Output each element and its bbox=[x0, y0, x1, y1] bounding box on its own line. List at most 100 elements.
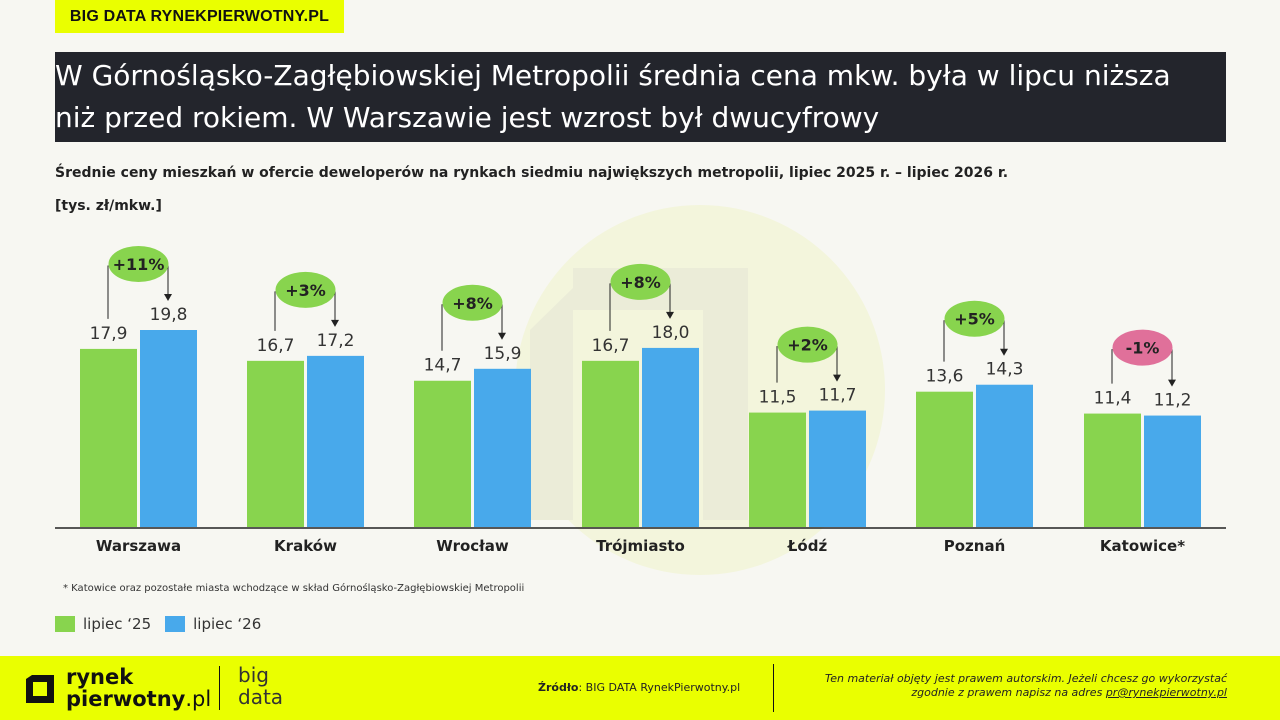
x-tick-label: Kraków bbox=[274, 537, 337, 555]
change-label: +2% bbox=[787, 336, 828, 355]
bar-2026-3 bbox=[642, 347, 699, 527]
bar-2026-5 bbox=[976, 384, 1033, 527]
title-banner bbox=[55, 52, 1226, 142]
copyright-line2: zgodnie z prawem napisz na adres bbox=[911, 686, 1106, 699]
value-label: 16,7 bbox=[592, 336, 630, 356]
page-title: W Górnośląsko-Zagłębiowskiej Metropolii … bbox=[55, 59, 1171, 134]
x-tick-label: Wrocław bbox=[436, 537, 509, 555]
change-bracket-right bbox=[167, 265, 169, 296]
value-label: 13,6 bbox=[926, 367, 964, 387]
change-label: +8% bbox=[620, 273, 661, 292]
x-tick-label: Poznań bbox=[944, 537, 1006, 555]
bar-2026-2 bbox=[474, 368, 531, 527]
value-label: 19,8 bbox=[150, 305, 188, 325]
bar-2025-2 bbox=[414, 380, 471, 527]
value-label: 11,5 bbox=[759, 388, 797, 408]
value-label: 11,2 bbox=[1154, 391, 1192, 411]
value-label: 17,2 bbox=[317, 331, 355, 351]
arrow-head-icon bbox=[164, 294, 172, 301]
value-label: 14,3 bbox=[986, 360, 1024, 380]
bar-2026-1 bbox=[307, 355, 364, 527]
change-bubble bbox=[1112, 329, 1173, 366]
bigdata-line1: big bbox=[238, 663, 269, 687]
arrow-head-icon bbox=[833, 374, 841, 382]
change-bracket-left bbox=[943, 320, 945, 362]
footnote: * Katowice oraz pozostałe miasta wchodzą… bbox=[63, 583, 525, 594]
change-label: +3% bbox=[285, 281, 326, 300]
bar-2025-5 bbox=[916, 391, 973, 527]
change-bubble bbox=[108, 246, 169, 282]
logo-line1: rynek bbox=[66, 665, 134, 689]
change-label: +11% bbox=[113, 255, 165, 274]
chart-subtitle: Średnie ceny mieszkań w ofercie dewelope… bbox=[55, 165, 1009, 181]
change-bracket-right bbox=[836, 346, 838, 377]
arrow-head-icon bbox=[331, 319, 339, 327]
change-bubble bbox=[275, 271, 336, 308]
change-bracket-right bbox=[1171, 349, 1173, 382]
bar-2025-6 bbox=[1084, 413, 1141, 527]
bigdata-line2: data bbox=[238, 685, 284, 709]
change-bubble bbox=[442, 284, 503, 321]
arrow-head-icon bbox=[1168, 379, 1176, 387]
change-label: -1% bbox=[1126, 339, 1160, 358]
copyright-note: Ten materiał objęty jest prawem autorski… bbox=[777, 672, 1227, 700]
x-tick-label: Warszawa bbox=[96, 537, 181, 555]
legend-item-2026: lipiec ‘26 bbox=[165, 615, 261, 633]
value-label: 15,9 bbox=[484, 344, 522, 364]
legend-label-2026: lipiec ‘26 bbox=[193, 615, 262, 633]
bar-2025-3 bbox=[582, 360, 639, 527]
change-bracket-left bbox=[609, 283, 611, 331]
value-label: 11,4 bbox=[1094, 389, 1132, 409]
change-bubble bbox=[944, 300, 1005, 337]
value-label: 11,7 bbox=[819, 386, 857, 406]
legend-swatch-2026 bbox=[165, 616, 186, 632]
arrow-head-icon bbox=[1000, 348, 1008, 356]
change-bracket-right bbox=[1003, 320, 1005, 351]
change-bracket-left bbox=[776, 346, 778, 383]
value-label: 17,9 bbox=[90, 324, 128, 344]
change-bracket-left bbox=[441, 304, 443, 351]
bar-2026-4 bbox=[809, 410, 866, 527]
bar-2026-6 bbox=[1144, 415, 1201, 527]
rynekpierwotny-logo-icon bbox=[26, 675, 54, 703]
rynekpierwotny-logo-text: rynek pierwotny.pl bbox=[66, 666, 211, 710]
x-tick-label: Katowice* bbox=[1100, 537, 1185, 555]
logo-line2-bold: pierwotny bbox=[66, 687, 186, 711]
source-label: Źródło bbox=[538, 681, 579, 694]
change-bubble bbox=[777, 326, 838, 363]
change-bracket-right bbox=[501, 304, 503, 335]
legend-label-2025: lipiec ‘25 bbox=[83, 615, 152, 633]
copyright-email-link[interactable]: pr@rynekpierwotny.pl bbox=[1105, 686, 1227, 699]
footer-bar bbox=[0, 656, 1280, 720]
copyright-line1: Ten materiał objęty jest prawem autorski… bbox=[824, 672, 1227, 685]
change-bubble bbox=[610, 263, 671, 300]
bigdata-logo-text: big data bbox=[238, 664, 283, 708]
bar-2025-4 bbox=[749, 412, 806, 527]
arrow-head-icon bbox=[666, 311, 674, 319]
brand-tag: BIG DATA RYNEKPIERWOTNY.PL bbox=[55, 0, 344, 33]
change-label: +5% bbox=[954, 310, 995, 329]
chart-unit: [tys. zł/mkw.] bbox=[55, 198, 162, 214]
value-label: 18,0 bbox=[652, 323, 690, 343]
bar-2025-1 bbox=[247, 360, 304, 527]
change-label: +8% bbox=[452, 294, 493, 313]
change-bracket-right bbox=[334, 291, 336, 322]
change-bracket-left bbox=[1111, 349, 1113, 384]
logo-divider bbox=[219, 666, 220, 710]
value-label: 14,7 bbox=[424, 356, 462, 376]
change-bracket-left bbox=[107, 265, 109, 319]
legend-item-2025: lipiec ‘25 bbox=[55, 615, 151, 633]
logo-line2-light: .pl bbox=[185, 687, 212, 711]
value-label: 16,7 bbox=[257, 336, 295, 356]
source-text: : BIG DATA RynekPierwotny.pl bbox=[578, 681, 741, 694]
footer-divider bbox=[773, 664, 774, 712]
legend-swatch-2025 bbox=[55, 616, 75, 632]
change-bracket-right bbox=[669, 283, 671, 314]
bar-2026-0 bbox=[140, 330, 197, 527]
change-bracket-left bbox=[274, 291, 276, 331]
chart-legend: lipiec ‘25 lipiec ‘26 bbox=[55, 615, 265, 633]
x-tick-label: Łódź bbox=[787, 537, 828, 555]
x-tick-label: Trójmiasto bbox=[596, 537, 685, 555]
bar-2025-0 bbox=[80, 348, 137, 527]
